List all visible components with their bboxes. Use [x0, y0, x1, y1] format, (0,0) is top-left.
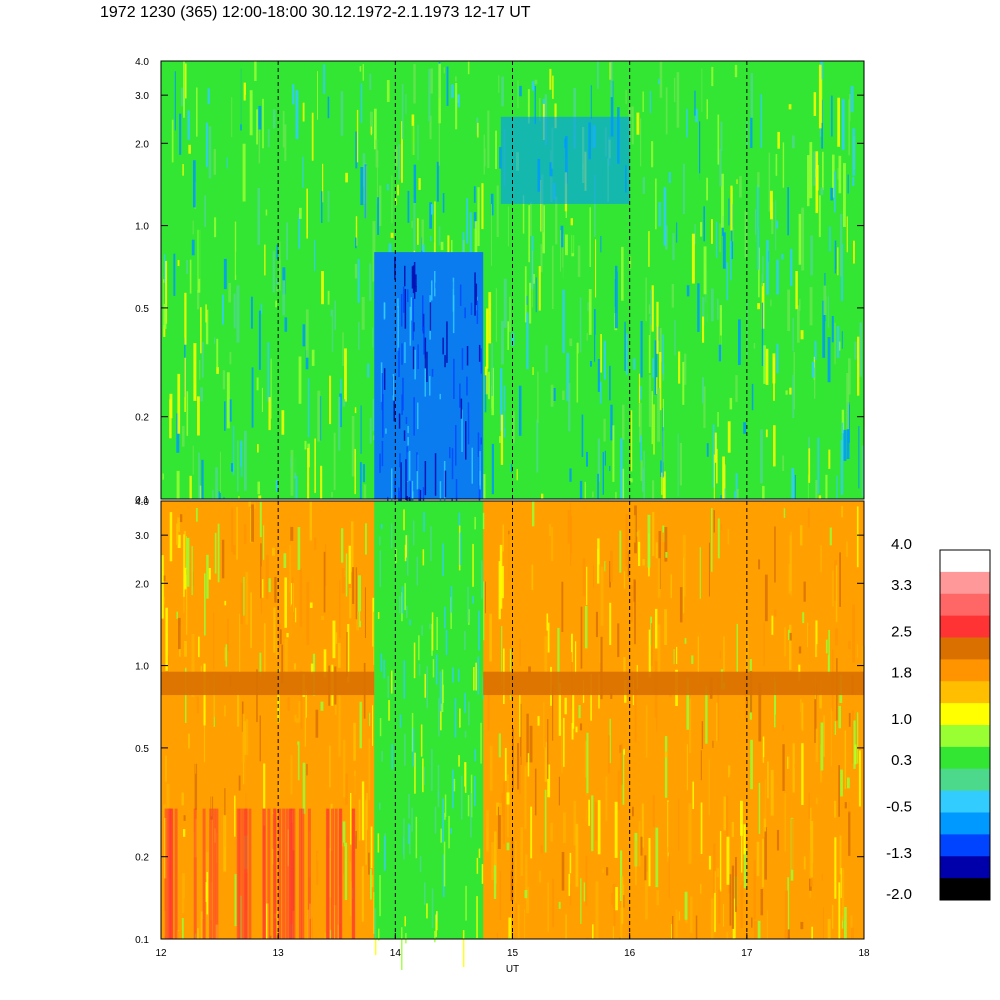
colorbar-swatch: [940, 790, 990, 814]
colorbar-swatch: [940, 659, 990, 682]
y-tick-label: 4.0: [135, 57, 149, 68]
y-tick-label: 3.0: [135, 531, 149, 542]
colorbar-swatch: [940, 681, 990, 704]
x-tick-label: 13: [273, 948, 285, 959]
colorbar-label: -0.5: [886, 799, 912, 816]
y-tick-label: 2.0: [135, 579, 149, 590]
colorbar-label: 4.0: [891, 536, 912, 553]
x-tick-label: 15: [507, 948, 519, 959]
x-tick-label: 12: [155, 948, 167, 959]
y-tick-label: 1.0: [135, 222, 149, 233]
x-tick-label: 18: [858, 948, 870, 959]
colorbar-label: 2.5: [891, 624, 912, 641]
plot-upper: 0.1 0.2 0.5 1.0 2.0 3.0 4.0: [135, 57, 865, 533]
colorbar-swatch: [940, 746, 990, 770]
colorbar-swatch: [940, 550, 990, 573]
y-tick-label: 0.2: [135, 853, 149, 864]
x-tick-label: 14: [390, 948, 402, 959]
colorbar-swatch: [940, 637, 990, 660]
x-tick-label: 16: [624, 948, 636, 959]
colorbar: 4.0 3.3 2.5 1.8 1.0 0.3 -0.5 -1.3 -2.0: [886, 536, 991, 903]
y-tick-label: 3.0: [135, 91, 149, 102]
colorbar-swatch: [940, 725, 990, 748]
colorbar-label: 1.0: [891, 711, 912, 728]
y-tick-label: 0.1: [135, 495, 149, 506]
colorbar-swatch: [940, 593, 990, 617]
band-right: [483, 671, 864, 696]
y-tick-label: 0.5: [135, 304, 149, 315]
colorbar-label: 0.3: [891, 752, 912, 769]
colorbar-label: 1.8: [891, 664, 912, 681]
y-tick-label: 0.5: [135, 744, 149, 755]
colorbar-label: -2.0: [886, 886, 912, 903]
data-gap-region: [374, 501, 484, 939]
y-tick-label: 0.1: [135, 935, 149, 946]
y-tick-label: 2.0: [135, 139, 149, 150]
x-tick-label: 17: [741, 948, 753, 959]
y-tick-label: 0.2: [135, 413, 149, 424]
colorbar-swatch: [940, 615, 990, 639]
colorbar-frame: [939, 549, 991, 901]
colorbar-swatch: [940, 856, 990, 879]
plot-lower: 0.1 0.2 0.5 1.0 2.0 3.0 4.0 12 13 14 15 16 17 18 UT: [135, 497, 870, 975]
page-title: 1972 1230 (365) 12:00-18:00 30.12.1972-2…: [100, 4, 531, 21]
colorbar-swatch: [940, 812, 990, 835]
colorbar-label: 3.3: [891, 577, 912, 594]
x-axis-label: UT: [506, 964, 519, 975]
y-tick-label: 4.0: [135, 497, 149, 508]
band-left: [161, 671, 375, 696]
colorbar-swatch: [940, 878, 990, 901]
colorbar-swatch: [940, 834, 990, 857]
y-tick-label: 1.0: [135, 662, 149, 673]
colorbar-swatch: [940, 703, 990, 726]
colorbar-swatch: [940, 768, 990, 792]
colorbar-swatch: [940, 571, 990, 595]
colorbar-label: -1.3: [886, 845, 912, 862]
data-gap-region: [374, 252, 484, 499]
